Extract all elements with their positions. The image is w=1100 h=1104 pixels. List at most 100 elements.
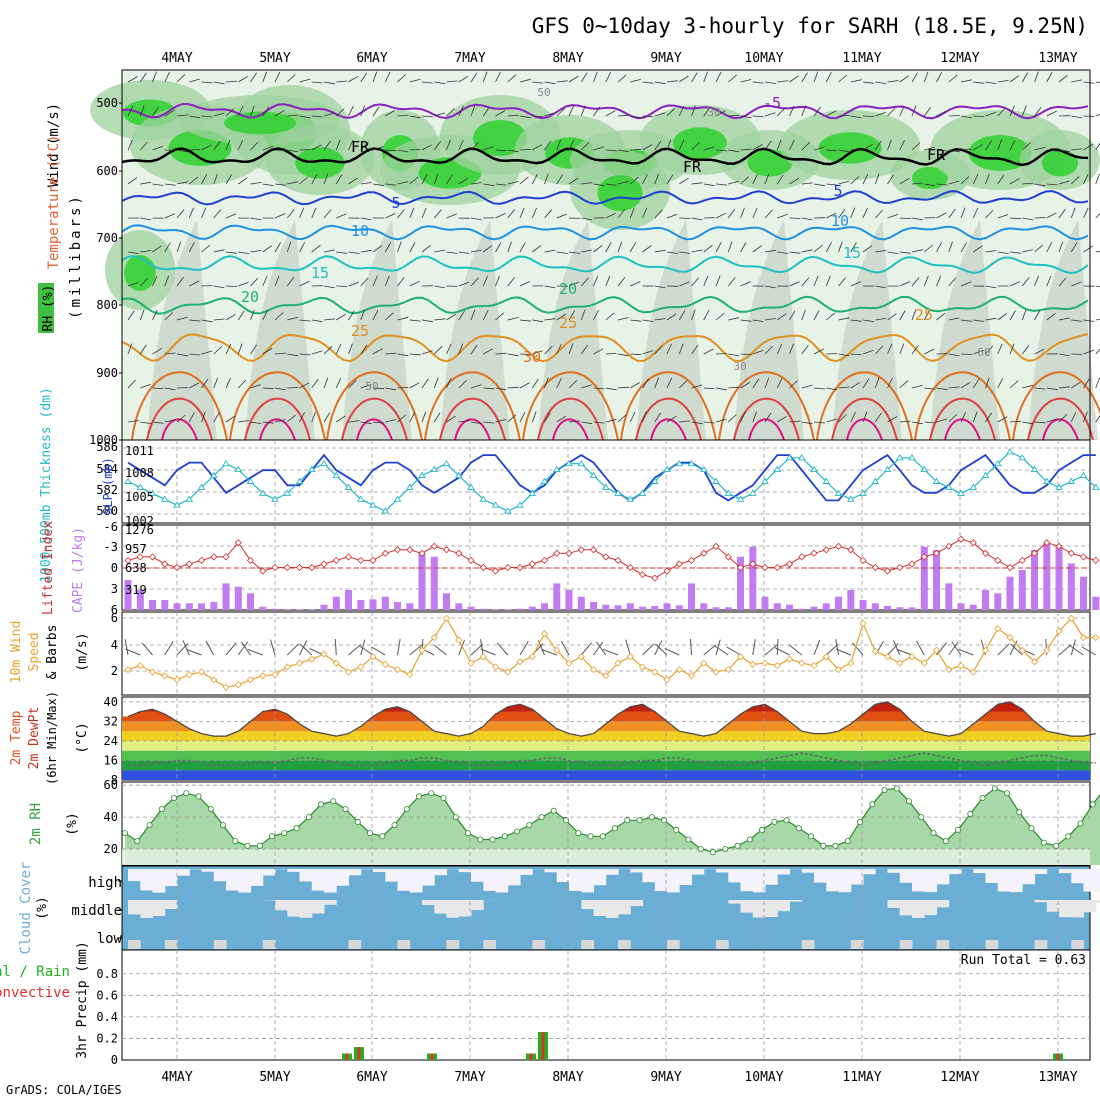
cloud-units: (%) [35, 896, 50, 919]
cloud-mid-cell [471, 900, 484, 910]
cloud-high-cell [937, 869, 950, 884]
tick-label: 500 [96, 96, 118, 110]
wind10m-label-2: Speed [27, 632, 42, 671]
temp-band [122, 741, 1090, 751]
rh-marker [882, 787, 887, 792]
tick-label: 586 [96, 440, 118, 454]
cloud-high-cell [324, 869, 337, 893]
cape-bar [1080, 577, 1087, 610]
cape-bar [345, 590, 352, 610]
cloud-level-low: low [97, 931, 123, 947]
footer-credit: GrADS: COLA/IGES [6, 1083, 122, 1097]
cloud-high-cell [226, 869, 239, 891]
rh-marker [490, 837, 495, 842]
cloud-low-cell [900, 940, 913, 949]
cloud-high-cell [508, 869, 521, 885]
wind-barb [410, 150, 421, 151]
cloud-low-cell [447, 940, 460, 949]
cape-bar [1056, 547, 1063, 610]
cloud-high-cell [165, 869, 178, 886]
cape-bar [419, 553, 426, 610]
rh-marker [551, 808, 556, 813]
rh-marker [380, 834, 385, 839]
tick-label: 4 [111, 638, 118, 652]
cloud-high-cell [434, 869, 447, 875]
tick-label: -6 [104, 520, 118, 534]
cloud-high-cell [594, 869, 607, 885]
cloud-high-cell [569, 869, 582, 891]
cape-bar [259, 607, 266, 610]
rh-marker [416, 794, 421, 799]
cloud-high-cell [1010, 869, 1023, 892]
cape-bar [811, 607, 818, 610]
cloud-low-cell [532, 940, 545, 949]
rh-marker [1017, 810, 1022, 815]
contour-label: 10 [351, 222, 369, 240]
cloud-mid-cell [765, 900, 778, 917]
rh-marker [257, 843, 262, 848]
tick-label: 2 [111, 664, 118, 678]
cape-bar [198, 603, 205, 610]
rh-marker [208, 807, 213, 812]
date-label-top: 10MAY [744, 51, 783, 66]
rh-marker [821, 843, 826, 848]
cape-bar [406, 603, 413, 610]
date-label-bottom: 11MAY [842, 1070, 881, 1085]
rh-marker [343, 807, 348, 812]
tick-label: 6 [111, 611, 118, 625]
rh-marker [1004, 791, 1009, 796]
rh-marker [147, 823, 152, 828]
li-marker [1093, 557, 1099, 563]
cape-bar [174, 603, 181, 610]
tick-label: 16 [104, 753, 118, 767]
cape-bar [798, 609, 805, 610]
precip-conv-bar [1057, 1054, 1060, 1061]
rh-marker [710, 850, 715, 855]
upper-ylabel-units: (millibars) [68, 193, 84, 319]
tick-label: 900 [96, 366, 118, 380]
cloud-low-cell [349, 940, 362, 949]
cloud-high-cell [496, 869, 509, 893]
contour-label: 15 [843, 244, 861, 262]
cape-bar [786, 605, 793, 610]
cloud-high-cell [1035, 869, 1048, 874]
rh-core [598, 175, 643, 211]
rh-marker [269, 834, 274, 839]
cape-bar [823, 603, 830, 610]
cloud-mid-cell [741, 900, 754, 913]
precip-conv-label: Convective [0, 985, 70, 1001]
cloud-low-cell [618, 940, 631, 949]
cape-bar [529, 607, 536, 610]
wind-barb [1096, 346, 1100, 354]
contour-label: 5 [833, 182, 842, 200]
cloud-low-cell [483, 940, 496, 949]
rh-marker [355, 819, 360, 824]
cloud-mid-cell [312, 900, 325, 914]
date-label-top: 5MAY [259, 51, 290, 66]
cloud-mid-cell [1035, 900, 1048, 902]
cape-bar [639, 607, 646, 610]
rh-marker [294, 826, 299, 831]
cloud-mid-cell [937, 900, 950, 907]
temp-label-2: 2m DewPt [27, 707, 42, 770]
precip-total-label: Total / Rain [0, 964, 70, 980]
temp-band [122, 770, 1090, 780]
cape-bar [725, 607, 732, 610]
tick-label: 1011 [125, 444, 154, 458]
cloud-mid-cell [618, 900, 631, 914]
cloud-high-cell [912, 869, 925, 891]
cape-bar [774, 603, 781, 610]
cape-bar [235, 587, 242, 610]
wind10m-label-1: 10m Wind [9, 621, 24, 684]
cape-bar [333, 597, 340, 610]
cloud-high-cell [863, 869, 876, 874]
rh-marker [331, 799, 336, 804]
wind10m-units: (m/s) [75, 632, 90, 671]
cloud-high-cell [986, 869, 999, 883]
rh-marker [171, 795, 176, 800]
tick-label: 20 [104, 842, 118, 856]
contour-label: 30 [733, 360, 746, 373]
tick-label: 3 [111, 582, 118, 596]
date-label-top: 11MAY [842, 51, 881, 66]
